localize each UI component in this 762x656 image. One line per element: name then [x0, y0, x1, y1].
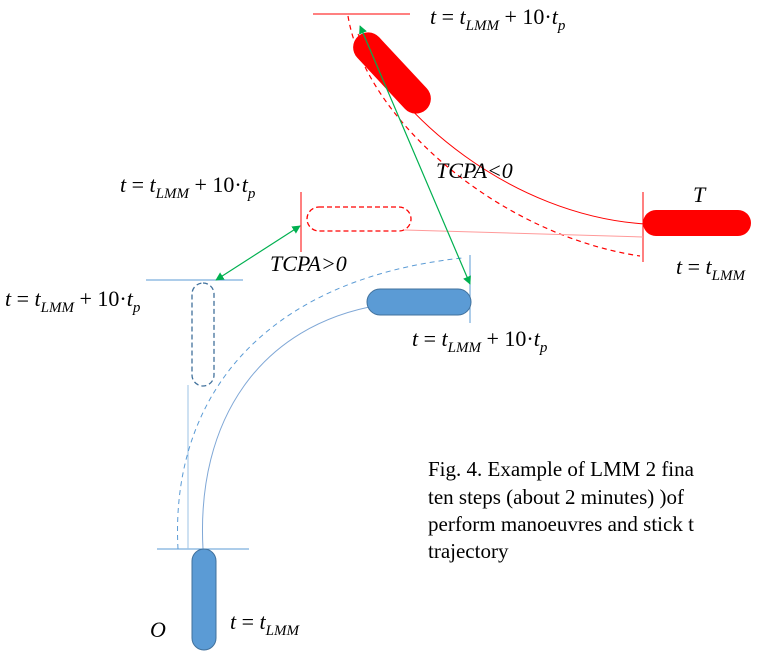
target-ship-final [353, 32, 431, 114]
caption-line-1: Fig. 4. Example of LMM 2 fina [428, 457, 695, 481]
own-actual-trajectory [201, 304, 381, 550]
own-label: O [150, 617, 166, 642]
own-ship-final [366, 288, 472, 316]
own-ship-current [191, 548, 217, 651]
equation-own-current: t = tLMM [230, 609, 301, 639]
target-straight-course-line [404, 229, 644, 238]
cpa-arrow-negative [359, 25, 471, 285]
own-ship-ghost [191, 282, 215, 387]
caption-line-3: perform manoeuvres and stick t [428, 512, 694, 536]
tcpa-negative-label: TCPA<0 [436, 158, 513, 183]
equation-own-ghost: t = tLMM + 10·tp [5, 286, 141, 316]
caption-line-2: ten steps (about 2 minutes) )of [428, 485, 684, 509]
tcpa-positive-label: TCPA>0 [270, 251, 347, 276]
equation-target-current: t = tLMM [676, 254, 747, 284]
target-ship-ghost [306, 206, 412, 232]
target-label: T [693, 182, 707, 207]
cpa-arrow-positive [215, 225, 301, 281]
target-ship-current [643, 210, 751, 236]
equation-target-final: t = tLMM + 10·tp [430, 4, 566, 34]
equation-target-ghost: t = tLMM + 10·tp [120, 172, 256, 202]
equation-own-final: t = tLMM + 10·tp [412, 326, 548, 356]
caption-line-4: trajectory [428, 539, 509, 563]
own-planned-trajectory [177, 257, 463, 550]
